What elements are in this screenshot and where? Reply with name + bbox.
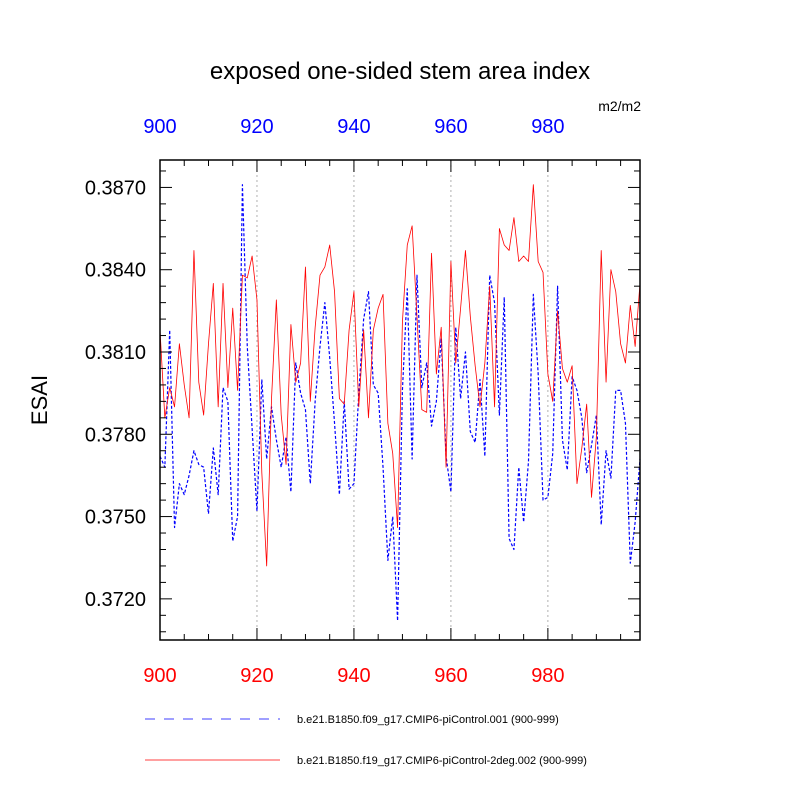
plot-frame bbox=[159, 159, 641, 641]
x-tick-label-top: 980 bbox=[531, 116, 564, 138]
x-tick-label-top: 960 bbox=[434, 116, 467, 138]
y-tick-label: 0.3780 bbox=[85, 424, 146, 446]
x-tick-label-top: 940 bbox=[337, 116, 370, 138]
x-tick-label-top: 920 bbox=[240, 116, 273, 138]
series-line-2 bbox=[159, 184, 641, 567]
x-tick-label-bottom: 980 bbox=[531, 665, 564, 687]
legend-label-2: b.e21.B1850.f19_g17.CMIP6-piControl-2deg… bbox=[297, 755, 587, 767]
labels-layer: 900 920 940 960 980 900 920 940 960 980 0.3720 0.37… bbox=[85, 116, 565, 687]
ticks-layer bbox=[159, 160, 640, 640]
y-tick-label: 0.3750 bbox=[85, 507, 146, 529]
y-axis-title: ESAI bbox=[27, 375, 52, 425]
y-tick-label: 0.3870 bbox=[85, 177, 146, 199]
series-line-1 bbox=[159, 184, 641, 622]
grid-layer bbox=[256, 160, 549, 640]
x-tick-label-bottom: 920 bbox=[240, 665, 273, 687]
y-tick-label: 0.3840 bbox=[85, 260, 146, 282]
legend-label-1: b.e21.B1850.f09_g17.CMIP6-piControl.001 … bbox=[297, 714, 559, 726]
y-tick-label: 0.3810 bbox=[85, 342, 146, 364]
x-tick-label-top: 900 bbox=[143, 116, 176, 138]
x-tick-label-bottom: 900 bbox=[143, 665, 176, 687]
legend: b.e21.B1850.f09_g17.CMIP6-piControl.001 … bbox=[145, 714, 587, 767]
chart-title: exposed one-sided stem area index bbox=[210, 58, 590, 85]
units-label: m2/m2 bbox=[598, 98, 641, 114]
series-layer bbox=[159, 184, 641, 622]
y-tick-label: 0.3720 bbox=[85, 589, 146, 611]
x-tick-label-bottom: 940 bbox=[337, 665, 370, 687]
x-tick-label-bottom: 960 bbox=[434, 665, 467, 687]
